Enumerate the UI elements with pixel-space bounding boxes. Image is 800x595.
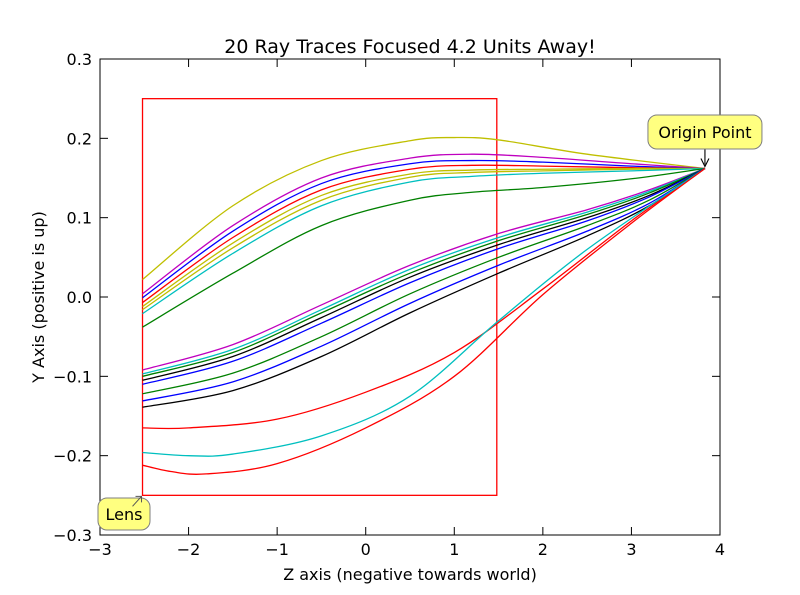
lens-annotation: Lens [97, 495, 151, 531]
lens-label-text: Lens [106, 505, 143, 524]
y-tick-label: 0.2 [67, 129, 92, 148]
x-tick-label: 0 [361, 540, 371, 559]
x-tick-label: 3 [626, 540, 636, 559]
origin-point-annotation: Origin Point [647, 114, 763, 168]
ray-trace-2 [142, 153, 705, 295]
y-tick-label: −0.2 [53, 447, 92, 466]
y-axis-title: Y Axis (positive is up) [29, 211, 48, 384]
ray-trace-11 [142, 167, 706, 377]
ray-trace-5 [142, 167, 705, 308]
origin-label-box [647, 114, 763, 150]
x-tick-label: −3 [88, 540, 112, 559]
y-tick-label: −0.3 [53, 526, 92, 545]
ray-trace-16 [142, 167, 706, 408]
plot-area [141, 98, 706, 496]
ray-trace-13 [142, 167, 706, 385]
axis-ticks: −3 −2 −1 0 1 2 3 4 −0.3 −0.2 −0.1 0.0 0.1 0.2 0.3 [53, 50, 725, 559]
ray-trace-12 [142, 167, 706, 381]
ray-trace-19 [142, 167, 706, 475]
ray-trace-1 [142, 136, 706, 281]
lens-arrow-shaft [132, 495, 142, 507]
x-tick-label: −2 [177, 540, 201, 559]
x-tick-label: 2 [538, 540, 548, 559]
lens-arrow-head [135, 495, 143, 503]
lens-label-box [97, 497, 151, 531]
origin-arrow-head [700, 158, 710, 168]
ray-trace-7 [142, 167, 705, 315]
y-tick-label: 0.3 [67, 50, 92, 69]
y-tick-label: 0.1 [67, 209, 92, 228]
ray-trace-14 [142, 167, 706, 395]
ray-trace-6 [142, 167, 705, 311]
annotations: Origin Point Lens [97, 114, 763, 531]
x-axis-title: Z axis (negative towards world) [283, 565, 537, 584]
ray-trace-4 [142, 164, 705, 304]
origin-label-text: Origin Point [658, 123, 751, 142]
ray-trace-15 [142, 167, 706, 402]
y-tick-label: −0.1 [53, 367, 92, 386]
x-tick-label: −1 [265, 540, 289, 559]
y-tick-label: 0.0 [67, 288, 92, 307]
ray-trace-18 [142, 167, 706, 457]
chart-title: 20 Ray Traces Focused 4.2 Units Away! [224, 36, 595, 58]
ray-trace-8 [142, 167, 706, 328]
ray-trace-3 [142, 159, 705, 299]
ray-trace-9 [142, 167, 706, 371]
ray-trace-17 [142, 167, 706, 430]
ray-trace-10 [142, 167, 706, 375]
x-tick-label: 4 [715, 540, 725, 559]
x-tick-label: 1 [449, 540, 459, 559]
